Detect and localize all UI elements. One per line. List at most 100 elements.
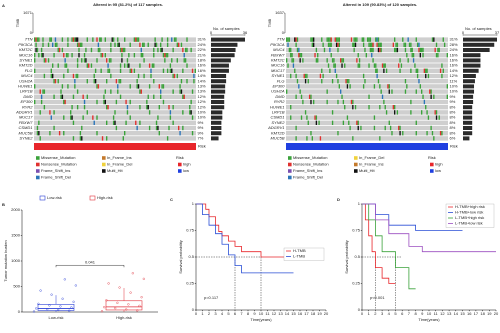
percent-label: 12% (198, 104, 206, 109)
row-background (286, 125, 448, 131)
mutation-cell (437, 47, 439, 53)
mutation-cell (418, 42, 420, 47)
mutation-cell (287, 63, 289, 68)
legend-swatch (36, 169, 40, 173)
mutation-cell (39, 89, 41, 94)
x-tick-label: 17 (474, 311, 479, 316)
oncoplot-title: Altered in 95 (81.2%) of 117 samples. (93, 2, 163, 7)
mutation-cell (315, 115, 318, 120)
mutation-cell (96, 99, 98, 105)
mutation-cell (412, 58, 415, 63)
x-tick-label: 3 (214, 311, 217, 316)
mutation-cell (294, 37, 296, 42)
mutation-cell (42, 53, 44, 58)
gene-name: MUC16 (19, 52, 33, 57)
mutation-cell (290, 105, 292, 110)
mutation-cell (364, 47, 366, 53)
count-bar (463, 100, 474, 104)
mutation-cell (385, 68, 388, 73)
mutation-cell (119, 68, 122, 73)
mutation-cell (60, 89, 62, 94)
mutation-cell (119, 63, 122, 68)
mutation-cell (306, 115, 308, 120)
mutation-cell (81, 125, 83, 131)
gene-name: MUC17 (271, 68, 285, 73)
mutation-cell (40, 94, 43, 99)
mutation-cell (191, 89, 194, 94)
mutation-cell (128, 63, 130, 68)
mutation-cell (319, 73, 322, 79)
percent-label: 24% (450, 47, 458, 52)
mutation-cell (430, 89, 432, 94)
mutation-cell (419, 53, 421, 58)
mutation-cell (357, 53, 359, 58)
mutation-cell (311, 37, 313, 42)
mutation-cell (74, 79, 76, 84)
gene-name: KMT2D (271, 130, 285, 135)
mutation-cell (63, 115, 65, 120)
mutation-cell (151, 63, 154, 68)
data-point (116, 301, 119, 304)
count-bar (463, 136, 470, 141)
mutation-cell (350, 99, 353, 105)
mutation-cell (71, 53, 73, 58)
mutation-cell (78, 42, 80, 47)
percent-label: 10% (450, 89, 458, 94)
mutation-cell (143, 73, 145, 79)
mutation-cell (126, 105, 129, 110)
percent-label: 31% (450, 37, 458, 42)
count-bar (463, 58, 481, 63)
mutation-cell (358, 58, 361, 63)
mutation-cell (130, 68, 133, 73)
mutation-cell (137, 84, 140, 89)
percent-label: 13% (198, 83, 206, 88)
legend-swatch (36, 162, 40, 167)
mutation-cell (329, 42, 331, 47)
mutation-cell (34, 99, 36, 105)
mutation-cell (94, 79, 97, 84)
mutation-cell (34, 84, 36, 89)
mutation-cell (117, 37, 119, 42)
gene-name: SYNE2 (271, 120, 285, 125)
mutation-cell (322, 73, 324, 79)
mutation-cell (42, 42, 44, 47)
mutation-cell (72, 73, 75, 79)
percent-label: 12% (198, 99, 206, 104)
mutation-cell (63, 99, 65, 105)
gene-name: MUC16 (271, 63, 285, 68)
mutation-cell (357, 63, 359, 68)
mutation-cell (172, 105, 174, 110)
mutation-cell (411, 47, 413, 53)
y-axis-label: Survival probability (178, 240, 183, 274)
mutation-cell (76, 63, 79, 68)
mutation-cell (164, 58, 166, 63)
mutation-cell (34, 68, 36, 73)
row-background (286, 73, 448, 79)
mutation-cell (117, 42, 119, 47)
mutation-cell (169, 115, 172, 120)
tmb-label: TMB (15, 18, 20, 27)
mutation-cell (76, 105, 79, 110)
mutation-cell (394, 37, 396, 42)
mutation-cell (191, 68, 194, 73)
mutation-cell (418, 79, 420, 84)
mutation-cell (372, 58, 374, 63)
mutation-cell (375, 63, 377, 68)
mutation-cell (383, 99, 385, 105)
mutation-cell (124, 37, 126, 42)
mutation-cell (178, 42, 180, 47)
gene-name: FLG (25, 68, 33, 73)
row-background (34, 37, 196, 42)
mutation-cell (330, 53, 332, 58)
x-tick-label: 14 (454, 311, 459, 316)
mutation-cell (117, 89, 119, 94)
legend-swatch (288, 156, 292, 160)
mutation-cell (118, 79, 120, 84)
mutation-cell (35, 42, 37, 47)
mutation-cell (97, 42, 100, 47)
mutation-cell (439, 131, 442, 136)
mutation-cell (317, 53, 319, 58)
count-bar (211, 110, 223, 115)
mutation-cell (352, 42, 354, 47)
mutation-cell (108, 58, 111, 63)
